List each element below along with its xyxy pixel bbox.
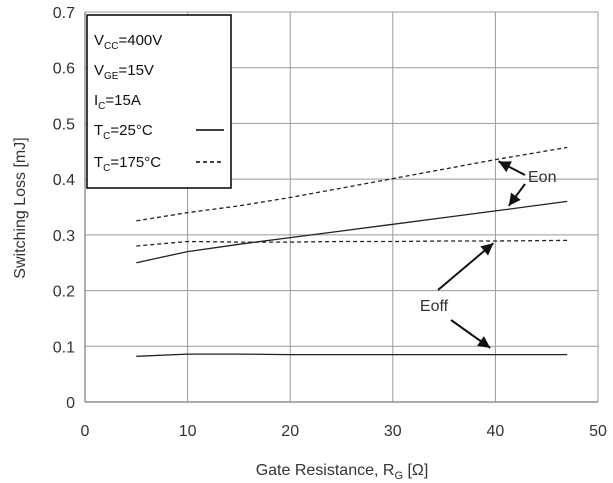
x-tick-label: 40 <box>487 423 505 440</box>
x-tick-label: 20 <box>281 423 299 440</box>
x-tick-label: 30 <box>384 423 402 440</box>
legend-entry-value: =175°C <box>110 154 161 171</box>
x-axis-title-sub: G <box>394 470 403 482</box>
y-tick-label: 0.7 <box>53 5 75 22</box>
legend-box <box>86 14 232 189</box>
x-tick-label: 50 <box>589 423 607 440</box>
x-tick-label: 0 <box>81 423 90 440</box>
x-axis-title-unit: [Ω] <box>403 462 428 479</box>
annotation-arrowhead <box>477 336 491 348</box>
legend-condition-sub: CC <box>104 41 118 52</box>
y-tick-label: 0.4 <box>53 172 75 189</box>
legend-condition: VGE=15V <box>94 62 154 82</box>
legend-condition-main: V <box>94 62 104 79</box>
annotation-arrowhead <box>508 192 521 206</box>
legend-condition-value: =15V <box>118 62 153 79</box>
series-eoff-tc25-line <box>136 353 568 357</box>
legend-condition-sub: C <box>98 101 105 112</box>
legend-condition: VCC=400V <box>94 32 162 52</box>
y-tick-label: 0.1 <box>53 339 75 356</box>
x-axis-title: Gate Resistance, RG [Ω] <box>256 462 429 482</box>
legend-entry-sub: C <box>103 163 110 174</box>
legend-entry-value: =25°C <box>110 122 152 139</box>
series-eon-tc175-line <box>136 146 568 222</box>
legend-entry: TC=25°C <box>94 122 153 142</box>
y-tick-label: 0.3 <box>53 228 75 245</box>
legend-entry-sub: C <box>103 131 110 142</box>
eoff-label: Eoff <box>420 298 449 315</box>
y-axis-title: Switching Loss [mJ] <box>12 137 29 278</box>
y-tick-label: 0 <box>66 395 75 412</box>
axes <box>84 12 598 403</box>
series-eoff-tc175-line <box>136 239 568 247</box>
legend-condition-sub: GE <box>104 71 119 82</box>
series-lines <box>136 146 568 357</box>
legend-condition-main: I <box>94 92 98 109</box>
legend-entry-main: T <box>94 122 103 139</box>
y-tick-label: 0.6 <box>53 61 75 78</box>
annotations: Eon Eoff <box>420 160 556 349</box>
y-tick-label: 0.2 <box>53 284 75 301</box>
annotation-arrowhead <box>480 243 494 256</box>
series-eon-tc25-line <box>136 200 568 264</box>
legend-entry-main: T <box>94 154 103 171</box>
legend-condition-value: =15A <box>105 92 140 109</box>
legend-condition-value: =400V <box>118 32 162 49</box>
x-tick-label: 10 <box>179 423 197 440</box>
legend-entry: TC=175°C <box>94 154 161 174</box>
eon-label: Eon <box>528 169 556 186</box>
legend-condition: IC=15A <box>94 92 141 112</box>
x-axis-title-main: Gate Resistance, R <box>256 462 395 479</box>
legend-condition-main: V <box>94 32 104 49</box>
annotation-arrow <box>437 242 494 291</box>
tick-labels: 0 0.1 0.2 0.3 0.4 0.5 0.6 0.7 0 10 20 30 40 50 <box>53 5 607 440</box>
annotation-arrowhead <box>498 161 512 173</box>
y-tick-label: 0.5 <box>53 116 75 133</box>
